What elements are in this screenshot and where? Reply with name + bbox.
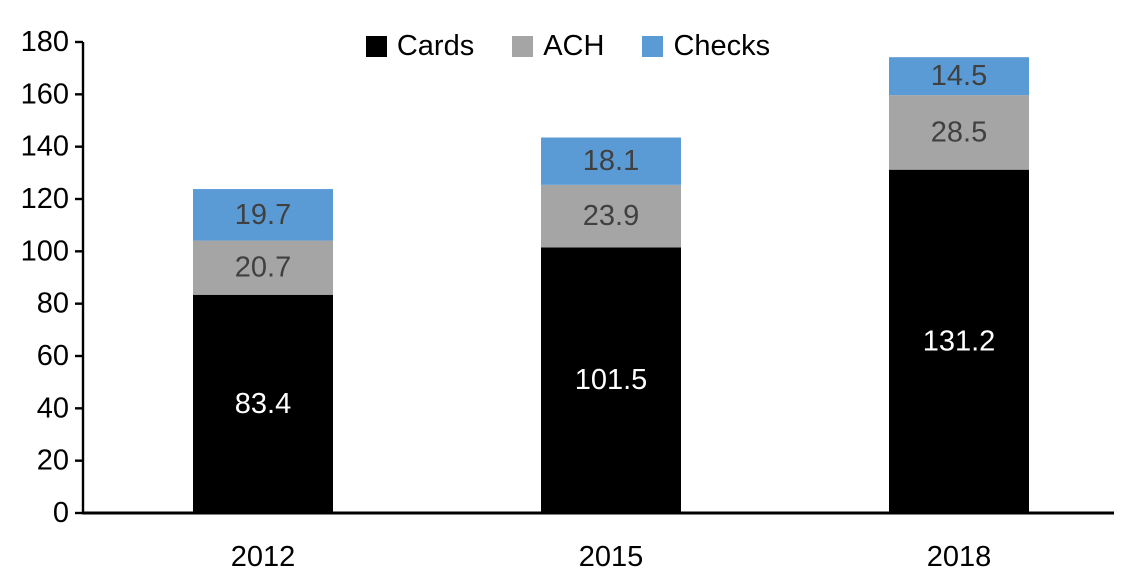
bar-segment-checks-2015 (541, 137, 681, 185)
bar-value-label-ach-2015: 23.9 (583, 200, 639, 232)
y-axis-tick-label: 120 (21, 183, 69, 215)
bar-segment-checks-2012 (193, 189, 333, 241)
y-axis-tick-label: 100 (21, 235, 69, 267)
y-axis-tick-label: 180 (21, 26, 69, 58)
y-axis-tick-label: 160 (21, 78, 69, 110)
y-axis-tick-label: 60 (37, 340, 69, 372)
bar-segment-cards-2018 (889, 169, 1029, 513)
y-axis-tick-label: 20 (37, 445, 69, 477)
x-axis-category-label: 2018 (927, 541, 992, 573)
bar-segment-ach-2015 (541, 184, 681, 248)
y-axis-tick-label: 80 (37, 288, 69, 320)
bar-value-label-checks-2018: 14.5 (931, 60, 987, 92)
bar-value-label-ach-2012: 20.7 (235, 252, 291, 284)
bar-value-label-checks-2012: 19.7 (235, 199, 291, 231)
bar-segment-ach-2018 (889, 95, 1029, 170)
y-axis-tick-label: 140 (21, 131, 69, 163)
bar-value-label-cards-2018: 131.2 (923, 325, 996, 357)
y-axis-tick-label: 0 (53, 497, 69, 529)
bar-segment-checks-2018 (889, 57, 1029, 96)
bar-segment-cards-2012 (193, 294, 333, 513)
y-axis-tick-label: 40 (37, 392, 69, 424)
x-axis-category-label: 2012 (231, 541, 296, 573)
bar-value-label-checks-2015: 18.1 (583, 145, 639, 177)
bar-segment-ach-2012 (193, 240, 333, 295)
bar-value-label-ach-2018: 28.5 (931, 116, 987, 148)
x-axis-category-label: 2015 (579, 541, 644, 573)
bar-value-label-cards-2012: 83.4 (235, 388, 291, 420)
bar-segment-cards-2015 (541, 247, 681, 514)
bar-value-label-cards-2015: 101.5 (575, 364, 648, 396)
